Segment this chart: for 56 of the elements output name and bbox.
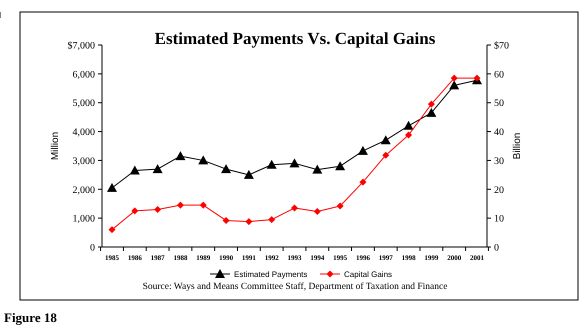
- point: [450, 74, 458, 82]
- point: [290, 158, 300, 168]
- point: [131, 207, 138, 214]
- point: [108, 226, 116, 234]
- y2-tick-label: 60: [494, 69, 504, 80]
- point: [312, 164, 322, 174]
- point: [336, 202, 344, 210]
- point: [154, 206, 162, 213]
- point: [382, 152, 390, 159]
- point: [221, 164, 232, 174]
- y2-tick-label: 10: [494, 214, 504, 225]
- caption: Figure 18: [4, 310, 58, 325]
- point: [176, 202, 184, 209]
- y2-tick-label: 20: [494, 184, 504, 196]
- point: [130, 166, 140, 175]
- point: [198, 155, 208, 164]
- point: [404, 120, 414, 130]
- point: [358, 146, 368, 155]
- point: [266, 160, 277, 169]
- point: [405, 132, 412, 139]
- point: [335, 161, 346, 170]
- y-tick-label: $7,000: [68, 40, 95, 52]
- point: [200, 202, 207, 209]
- y-tick-label: 1,000: [72, 214, 95, 225]
- point: [426, 108, 436, 117]
- point: [314, 208, 321, 216]
- y-tick-label: 0: [90, 242, 95, 254]
- y2-tick-label: 30: [494, 156, 504, 167]
- y2-tick-label: 0: [494, 242, 499, 254]
- point: [474, 74, 480, 82]
- point: [152, 164, 163, 174]
- point: [449, 80, 460, 90]
- y-tick-label: 6,000: [72, 69, 95, 80]
- point: [107, 182, 117, 192]
- point: [359, 178, 366, 186]
- y-tick-label: 4,000: [72, 127, 95, 138]
- y-tick-label: 5,000: [72, 98, 95, 110]
- point: [245, 218, 252, 226]
- y2-tick-label: $70: [494, 40, 509, 52]
- point: [175, 151, 186, 160]
- chart-title: Estimated Payments Vs. Capital Gains: [154, 29, 436, 48]
- point: [222, 216, 230, 224]
- source-note: Source: Ways and Means Committee Staff, Department of Taxation and Finance: [142, 282, 448, 292]
- legend-label: Estimated Payments: [234, 270, 308, 279]
- point: [380, 135, 391, 144]
- y-tick-label: 2,000: [72, 184, 95, 196]
- point: [291, 204, 298, 212]
- point: [268, 216, 276, 224]
- y-tick-label: 3,000: [72, 156, 95, 167]
- y2-tick-label: 40: [494, 127, 504, 138]
- legend-label: Capital Gains: [344, 270, 392, 279]
- point: [244, 170, 254, 179]
- point: [428, 100, 435, 108]
- y2-tick-label: 50: [494, 98, 504, 110]
- y2-axis-title: Billion: [512, 132, 523, 160]
- y-axis-title: Million: [50, 132, 61, 160]
